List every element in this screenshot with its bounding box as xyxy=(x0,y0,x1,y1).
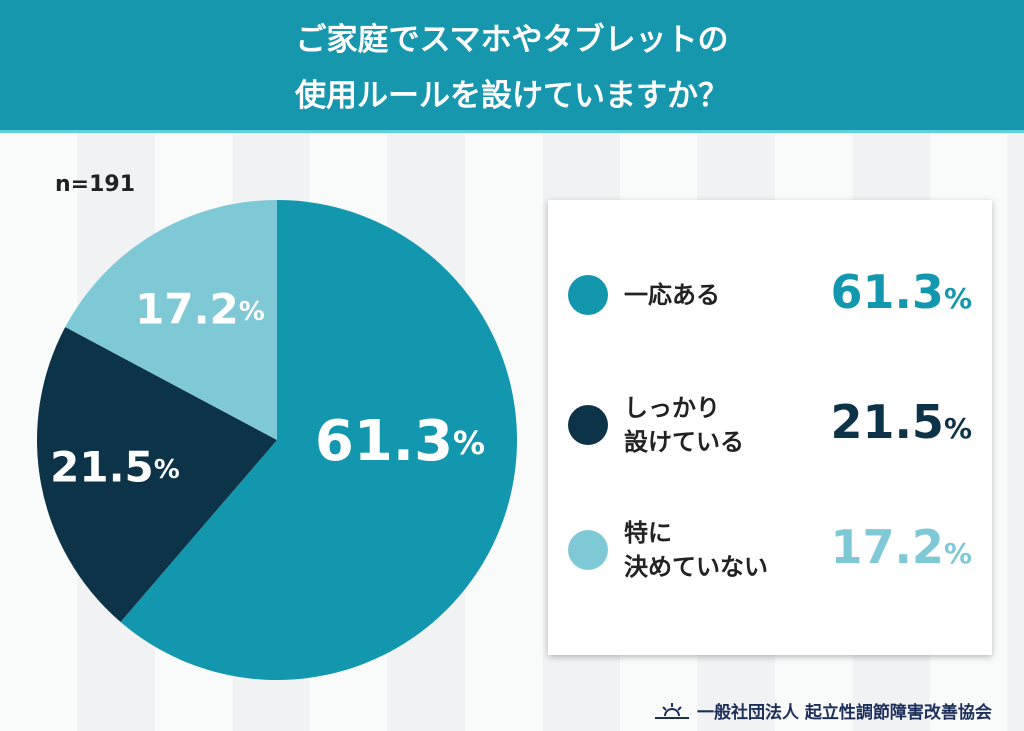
title-line-1: ご家庭でスマホやタブレットの xyxy=(295,22,729,58)
legend-item: 一応ある 61.3% xyxy=(548,235,992,355)
legend-swatch xyxy=(568,405,608,445)
legend-label: しっかり 設けている xyxy=(624,394,744,456)
sample-size: n=191 xyxy=(55,172,136,197)
legend-value: 17.2% xyxy=(830,520,972,574)
legend: 一応ある 61.3% しっかり 設けている 21.5% 特に 決めていない 17.2% xyxy=(548,200,992,655)
pie-slice-0 xyxy=(120,200,517,680)
org-name: 一般社団法人 起立性調節障害改善協会 xyxy=(697,703,992,723)
legend-value: 21.5% xyxy=(830,395,972,449)
legend-value: 61.3% xyxy=(830,265,972,319)
legend-label: 一応ある xyxy=(624,281,720,309)
sunrise-icon xyxy=(655,702,689,719)
legend-label: 特に 決めていない xyxy=(624,519,768,581)
chart-title: ご家庭でスマホやタブレットの 使用ルールを設けていますか？ xyxy=(0,0,1024,133)
pie-slice-2 xyxy=(65,200,277,440)
pie-slice-1 xyxy=(37,327,277,623)
title-line-2: 使用ルールを設けていますか？ xyxy=(295,78,729,114)
legend-swatch xyxy=(568,530,608,570)
legend-item: しっかり 設けている 21.5% xyxy=(548,365,992,485)
legend-item: 特に 決めていない 17.2% xyxy=(548,490,992,610)
legend-swatch xyxy=(568,275,608,315)
footer: 一般社団法人 起立性調節障害改善協会 xyxy=(655,698,992,723)
